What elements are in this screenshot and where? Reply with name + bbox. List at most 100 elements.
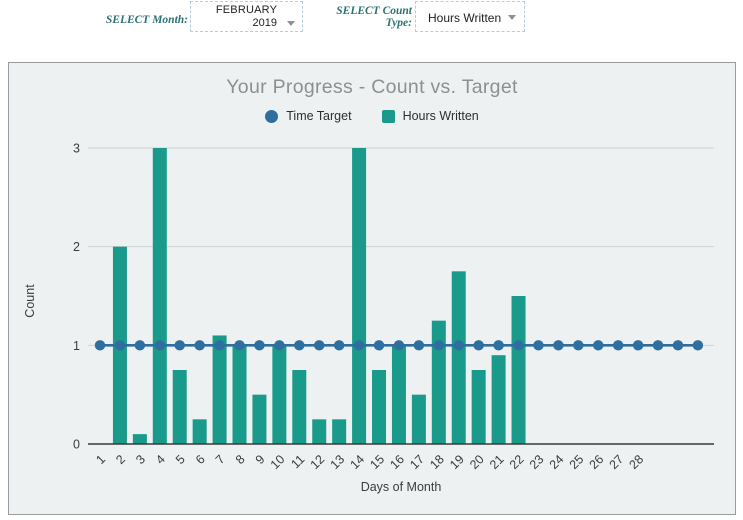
target-marker: [413, 340, 425, 351]
target-marker: [214, 340, 225, 351]
y-tick-label: 3: [73, 141, 80, 155]
bar-day-5: [172, 369, 187, 444]
x-tick-label: 22: [507, 452, 527, 472]
x-tick-label: 23: [527, 452, 547, 472]
filter-bar: SELECT Month: FEBRUARY 2019 SELECT Count…: [0, 0, 743, 56]
target-marker: [174, 340, 185, 351]
x-tick-label: 12: [308, 452, 328, 472]
x-tick-label: 10: [268, 452, 288, 472]
x-tick-label: 24: [547, 452, 567, 472]
legend-item[interactable]: Hours Written: [381, 109, 479, 123]
x-tick-label: 20: [467, 452, 487, 472]
target-marker: [134, 340, 146, 351]
count-type-dropdown[interactable]: Hours Written: [415, 1, 525, 32]
bar-day-11: [292, 369, 307, 444]
x-tick-label: 3: [133, 452, 148, 467]
chart-legend: Time Target Hours Written: [9, 109, 735, 123]
target-marker: [234, 340, 245, 351]
legend-label: Hours Written: [402, 109, 479, 123]
x-tick-label: 16: [387, 452, 407, 472]
target-marker: [353, 340, 365, 351]
bar-day-4: [152, 147, 167, 444]
target-marker: [493, 340, 504, 351]
x-axis-title: Days of Month: [361, 480, 442, 494]
month-dropdown[interactable]: FEBRUARY 2019: [190, 1, 303, 32]
target-marker: [114, 340, 126, 351]
bar-day-10: [272, 345, 287, 444]
target-marker: [692, 340, 704, 351]
x-tick-label: 9: [253, 452, 268, 467]
target-marker: [453, 340, 464, 351]
x-tick-label: 26: [587, 452, 607, 472]
target-marker: [333, 340, 345, 351]
x-tick-label: 15: [367, 452, 387, 472]
x-tick-label: 25: [567, 452, 587, 472]
x-tick-label: 6: [193, 452, 208, 467]
month-dropdown-value-line1: FEBRUARY: [215, 4, 278, 16]
x-tick-label: 21: [487, 452, 507, 472]
target-marker: [652, 340, 664, 351]
target-marker: [573, 340, 584, 351]
select-month-label: SELECT Month:: [105, 14, 188, 26]
target-marker: [593, 340, 604, 351]
month-dropdown-value-line2: 2019: [252, 17, 277, 29]
bar-day-3: [132, 434, 147, 444]
target-marker: [373, 340, 385, 351]
x-tick-label: 4: [153, 452, 168, 467]
bar-day-14: [352, 147, 367, 444]
chevron-down-icon[interactable]: [287, 20, 295, 26]
x-tick-label: 8: [233, 452, 248, 467]
target-marker: [393, 340, 405, 351]
chart-card: Your Progress - Count vs. Target Time Ta…: [8, 62, 736, 515]
target-marker: [294, 340, 305, 351]
x-tick-label: 17: [407, 452, 427, 472]
bar-day-12: [312, 419, 327, 444]
bar-day-21: [491, 355, 506, 444]
bar-day-9: [252, 394, 267, 444]
x-tick-label: 11: [288, 452, 307, 471]
bar-day-18: [431, 320, 446, 444]
bar-day-15: [372, 369, 387, 444]
chart-title: Your Progress - Count vs. Target: [226, 76, 518, 98]
x-tick-label: 14: [347, 452, 367, 472]
x-tick-label: 27: [607, 452, 627, 472]
legend-square-marker: [381, 109, 395, 123]
chevron-down-icon[interactable]: [508, 15, 516, 20]
x-tick-label: 1: [93, 452, 108, 467]
y-axis-title: Count: [23, 284, 37, 318]
target-marker: [533, 340, 544, 351]
bar-day-19: [451, 271, 466, 444]
count-type-dropdown-value: Hours Written: [428, 11, 502, 25]
target-marker: [553, 340, 564, 351]
target-marker: [254, 340, 265, 351]
legend-item[interactable]: Time Target: [265, 109, 352, 123]
bar-day-6: [192, 419, 207, 444]
x-tick-label: 19: [447, 452, 467, 472]
bar-day-22: [511, 295, 526, 444]
x-tick-label: 5: [173, 452, 188, 467]
bar-day-16: [391, 345, 406, 444]
target-marker: [672, 340, 684, 351]
target-marker: [473, 340, 484, 351]
target-marker: [94, 340, 106, 351]
x-tick-label: 13: [328, 452, 348, 472]
target-marker: [612, 340, 624, 351]
select-count-type-label: SELECT Count Type:: [336, 5, 412, 29]
target-marker: [314, 340, 325, 351]
legend-label: Time Target: [286, 109, 352, 123]
x-tick-label: 2: [113, 452, 128, 467]
bar-day-8: [232, 345, 247, 444]
legend-circle-marker: [265, 109, 279, 123]
target-marker: [632, 340, 644, 351]
y-tick-label: 1: [73, 339, 80, 353]
bar-day-13: [332, 419, 347, 444]
target-marker: [194, 340, 205, 351]
y-tick-label: 0: [73, 438, 80, 452]
bar-day-7: [212, 335, 227, 444]
x-tick-label: 28: [626, 452, 646, 472]
x-tick-label: 7: [213, 452, 228, 467]
target-marker: [433, 340, 445, 351]
bar-day-17: [411, 394, 426, 444]
y-tick-label: 2: [73, 240, 80, 254]
